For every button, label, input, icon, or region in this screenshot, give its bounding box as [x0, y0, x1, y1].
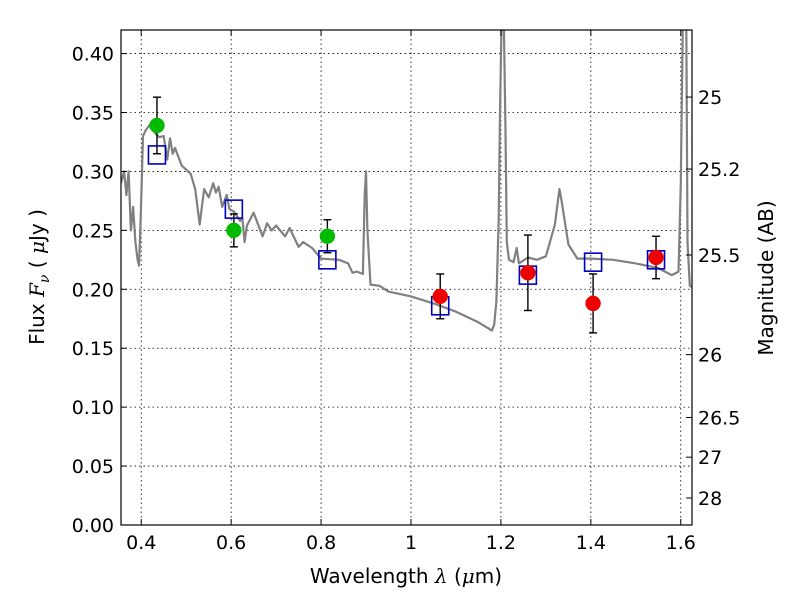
red-data-point [432, 288, 448, 305]
y-tick-label: 0.20 [72, 279, 114, 301]
y2-tick-label: 25.2 [698, 159, 740, 181]
x-tick-label: 0.6 [216, 532, 246, 554]
x-tick-label: 1.4 [576, 532, 606, 554]
data-series [121, 30, 692, 334]
x-tick-label: 1.6 [666, 532, 696, 554]
green-data-point [149, 117, 165, 134]
x-tick-label: 0.4 [126, 532, 156, 554]
y2-axis-title: Magnitude (AB) [754, 200, 778, 355]
y2-tick-label: 25.5 [698, 245, 740, 267]
model-photometry-square [318, 250, 337, 270]
y2-tick-label: 27 [698, 447, 722, 469]
grid [121, 30, 692, 526]
y-tick-label: 0.40 [72, 44, 114, 66]
y2-tick-label: 26.5 [698, 408, 740, 430]
red-data-point [648, 249, 664, 266]
green-data-point [319, 228, 336, 244]
y2-tick-label: 28 [698, 488, 722, 510]
plot-background [121, 30, 692, 525]
model-photometry-square [147, 145, 167, 165]
y-tick-label: 0.10 [72, 397, 114, 419]
model-photometry-square [583, 252, 603, 272]
y-axis-title: Flux Fν ( μJy ) [25, 209, 53, 345]
red-data-point [585, 295, 601, 312]
y-tick-label: 0.30 [72, 161, 114, 183]
x-axis-title: Wavelength λ (μm) [310, 564, 502, 588]
red-data-point [520, 265, 536, 281]
model-photometry-square [224, 199, 244, 219]
y2-tick-label: 26 [698, 345, 722, 367]
y-tick-label: 0.35 [72, 103, 114, 125]
green-data-point [226, 222, 242, 239]
y2-tick-label: 25 [698, 87, 722, 109]
y-tick-label: 0.15 [72, 338, 114, 360]
y-tick-label: 0.00 [72, 515, 114, 537]
y-tick-label: 0.25 [72, 220, 114, 242]
plot-frame [120, 29, 693, 526]
model-spectrum-line [121, 30, 692, 332]
x-tick-label: 1.2 [486, 532, 516, 554]
y-tick-label: 0.05 [72, 456, 114, 478]
x-tick-label: 0.8 [306, 532, 336, 554]
x-tick-label: 1 [405, 532, 417, 554]
ticks: 0.4 0.6 0.8 1 1.2 1.4 1.6 0.00 0.05 0.10 0.15 0.20 0… [72, 30, 740, 554]
